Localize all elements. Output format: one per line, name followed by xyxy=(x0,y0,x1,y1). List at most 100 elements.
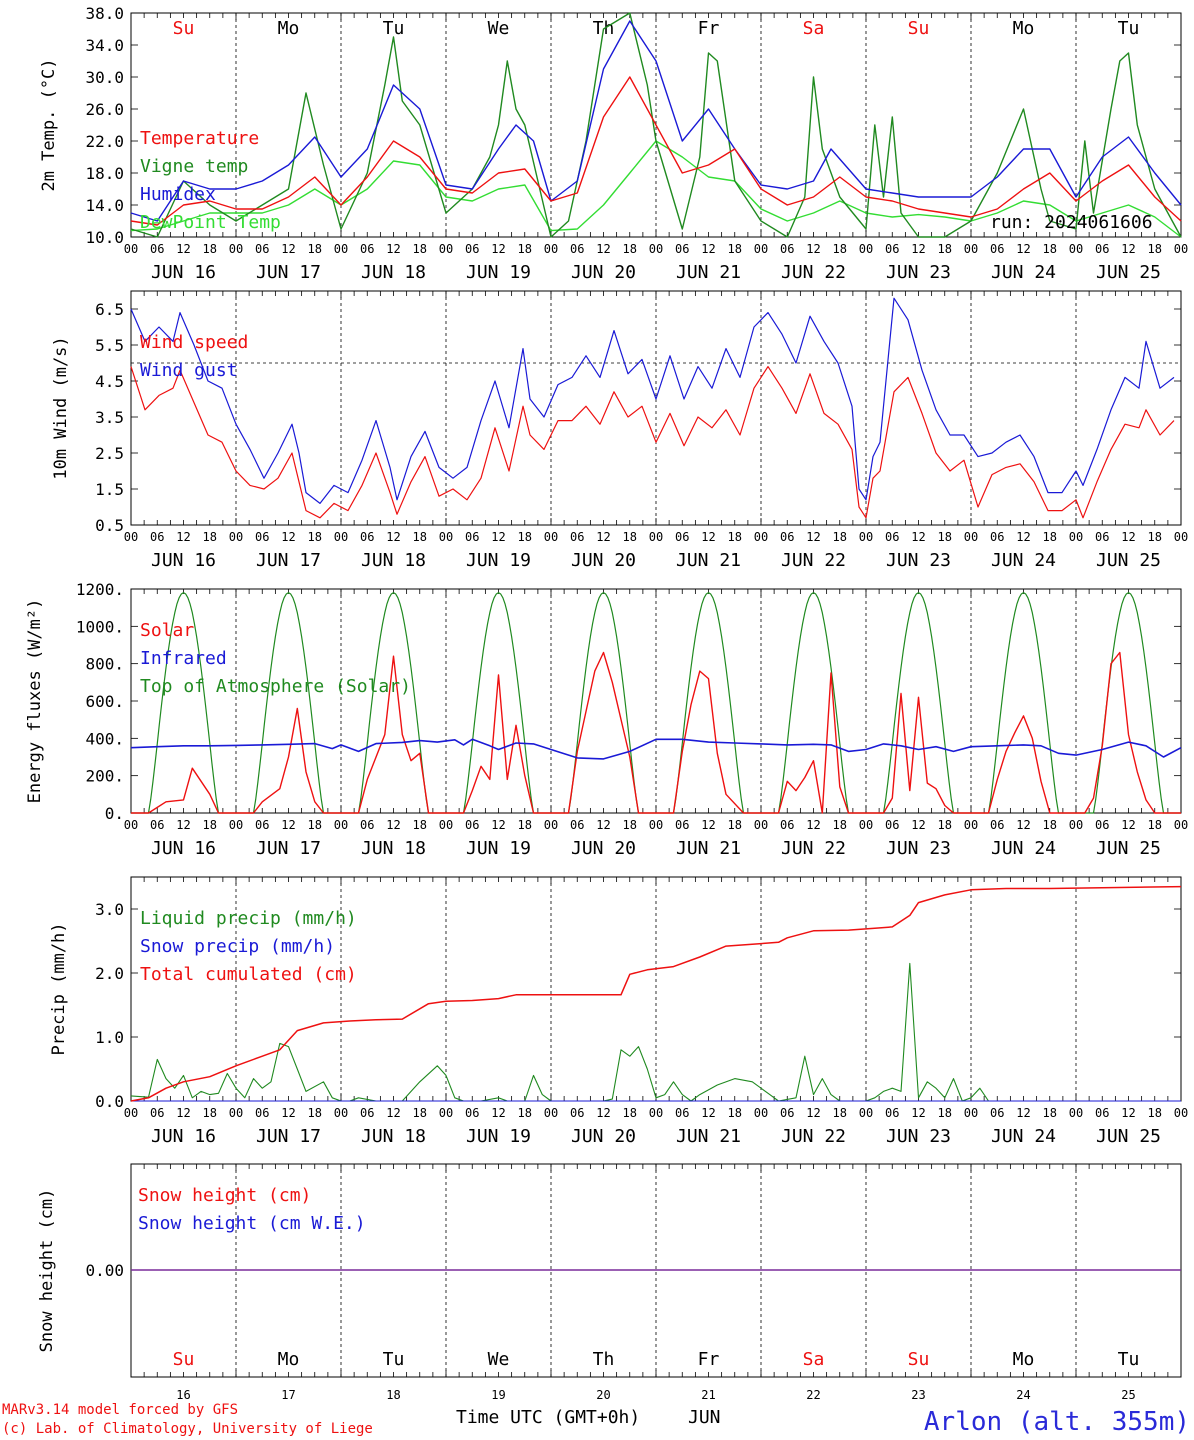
hour-tick-label: 12 xyxy=(281,818,295,832)
day-number-label: 17 xyxy=(281,1388,295,1402)
hour-tick-label: 00 xyxy=(1174,530,1188,544)
hour-tick-label: 00 xyxy=(859,530,873,544)
date-label: JUN 16 xyxy=(151,838,216,859)
hour-tick-label: 18 xyxy=(203,242,217,256)
hour-tick-label: 00 xyxy=(334,242,348,256)
date-label: JUN 17 xyxy=(256,1126,321,1147)
y-tick-label: 5.5 xyxy=(95,336,124,355)
hour-tick-label: 18 xyxy=(308,818,322,832)
date-label: JUN 24 xyxy=(991,838,1056,859)
legend-entry: Wind gust xyxy=(140,360,238,381)
legend-entry: Snow height (cm W.E.) xyxy=(138,1213,366,1234)
date-label: JUN 18 xyxy=(361,550,426,571)
hour-tick-label: 06 xyxy=(1095,530,1109,544)
hour-tick-label: 06 xyxy=(675,1106,689,1120)
day-name-label: Tu xyxy=(383,1349,405,1370)
hour-tick-label: 18 xyxy=(413,242,427,256)
y-tick-label: 4.5 xyxy=(95,372,124,391)
hour-tick-label: 18 xyxy=(1148,1106,1162,1120)
date-label: JUN 19 xyxy=(466,1126,531,1147)
y-tick-label: 600. xyxy=(85,692,124,711)
hour-tick-label: 12 xyxy=(176,530,190,544)
hour-tick-label: 18 xyxy=(308,1106,322,1120)
y-tick-label: 200. xyxy=(85,767,124,786)
legend-entry: Humidex xyxy=(140,184,216,205)
hour-tick-label: 12 xyxy=(1016,1106,1030,1120)
hour-tick-label: 00 xyxy=(544,530,558,544)
hour-tick-label: 12 xyxy=(491,818,505,832)
hour-tick-label: 12 xyxy=(806,242,820,256)
date-label: JUN 16 xyxy=(151,1126,216,1147)
day-name-label: We xyxy=(488,1349,510,1370)
hour-tick-label: 12 xyxy=(806,530,820,544)
hour-tick-label: 18 xyxy=(728,242,742,256)
hour-tick-label: 06 xyxy=(150,818,164,832)
hour-tick-label: 00 xyxy=(1069,530,1083,544)
day-name-label: Su xyxy=(173,18,195,39)
hour-tick-label: 00 xyxy=(1174,1106,1188,1120)
day-name-label: Fr xyxy=(698,1349,720,1370)
legend-entry: Temperature xyxy=(140,128,259,149)
day-number-label: 23 xyxy=(911,1388,925,1402)
hour-tick-label: 12 xyxy=(596,530,610,544)
y-tick-label: 800. xyxy=(85,655,124,674)
legend-entry: Vigne temp xyxy=(140,156,248,177)
series-infrared xyxy=(130,738,1182,760)
hour-tick-label: 00 xyxy=(649,818,663,832)
hour-tick-label: 06 xyxy=(990,242,1004,256)
series-total-cumulated xyxy=(130,885,1182,1102)
date-label: JUN 23 xyxy=(886,262,951,283)
day-name-label: Mo xyxy=(1013,18,1035,39)
panel-3: 0. 200. 400. 600. 800. 1000. 1200. Energy fluxe… xyxy=(25,580,1188,859)
day-number-label: 22 xyxy=(806,1388,820,1402)
hour-tick-label: 00 xyxy=(859,818,873,832)
hour-tick-label: 18 xyxy=(1148,818,1162,832)
hour-tick-label: 00 xyxy=(1069,818,1083,832)
hour-tick-label: 12 xyxy=(1121,1106,1135,1120)
hour-tick-label: 18 xyxy=(623,1106,637,1120)
hour-tick-label: 12 xyxy=(1121,530,1135,544)
hour-tick-label: 18 xyxy=(308,242,322,256)
hour-tick-label: 12 xyxy=(386,530,400,544)
hour-tick-label: 12 xyxy=(701,818,715,832)
hour-tick-label: 00 xyxy=(964,530,978,544)
hour-tick-label: 18 xyxy=(728,1106,742,1120)
hour-tick-label: 00 xyxy=(229,818,243,832)
hour-tick-label: 12 xyxy=(386,818,400,832)
day-name-label: Su xyxy=(173,1349,195,1370)
legend-entry: Infrared xyxy=(140,648,227,669)
hour-tick-label: 06 xyxy=(1095,818,1109,832)
hour-tick-label: 00 xyxy=(964,818,978,832)
hour-tick-label: 06 xyxy=(885,530,899,544)
hour-tick-label: 12 xyxy=(596,818,610,832)
day-name-label: We xyxy=(488,18,510,39)
hour-tick-label: 18 xyxy=(413,530,427,544)
hour-tick-label: 18 xyxy=(728,818,742,832)
hour-tick-label: 06 xyxy=(780,1106,794,1120)
y-tick-label: 2.5 xyxy=(95,444,124,463)
hour-tick-label: 00 xyxy=(439,242,453,256)
y-tick-label: 1000. xyxy=(76,617,124,636)
day-name-label: Th xyxy=(593,1349,615,1370)
hour-tick-label: 18 xyxy=(203,530,217,544)
hour-tick-label: 06 xyxy=(465,1106,479,1120)
hour-tick-label: 00 xyxy=(124,818,138,832)
hour-tick-label: 06 xyxy=(885,1106,899,1120)
date-label: JUN 22 xyxy=(781,1126,846,1147)
day-name-label: Mo xyxy=(278,18,300,39)
hour-tick-label: 00 xyxy=(754,1106,768,1120)
hour-tick-label: 06 xyxy=(675,818,689,832)
date-label: JUN 25 xyxy=(1096,1126,1161,1147)
hour-tick-label: 12 xyxy=(176,1106,190,1120)
hour-tick-label: 12 xyxy=(806,818,820,832)
hour-tick-label: 18 xyxy=(518,818,532,832)
hour-tick-label: 00 xyxy=(964,242,978,256)
run-annotation: run: 2024061606 xyxy=(990,212,1153,233)
hour-tick-label: 00 xyxy=(124,530,138,544)
y-tick-label: 22.0 xyxy=(85,132,124,151)
date-label: JUN 21 xyxy=(676,262,741,283)
hour-tick-label: 06 xyxy=(780,530,794,544)
hour-tick-label: 06 xyxy=(885,242,899,256)
date-label: JUN 18 xyxy=(361,838,426,859)
y-axis-title: Energy fluxes (W/m²) xyxy=(25,599,45,804)
